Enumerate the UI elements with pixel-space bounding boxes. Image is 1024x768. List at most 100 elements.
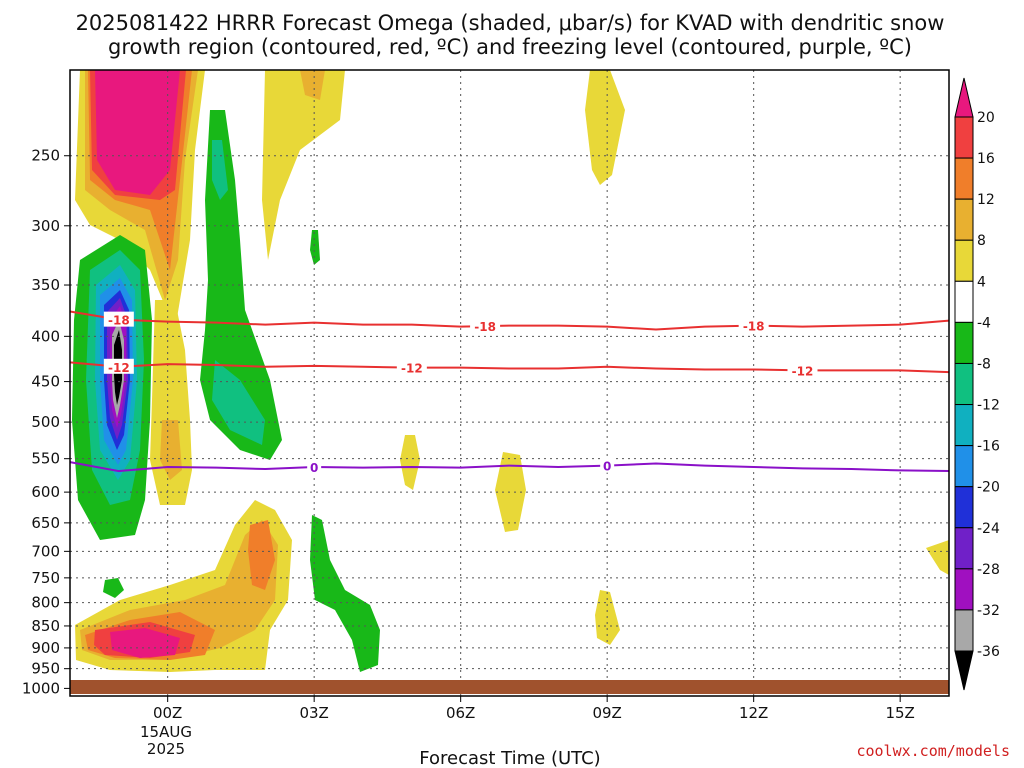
colorbar-label: -16 <box>977 439 1000 455</box>
ground-strip <box>70 680 949 694</box>
omega-shade-4g <box>495 452 526 532</box>
colorbar-bottom-arrow <box>954 650 974 691</box>
dgz-contour-label: -12 <box>108 361 130 375</box>
colorbar-label: -32 <box>977 603 1000 619</box>
dgz-contour-label-bg <box>787 362 818 378</box>
x-tick-label: 12Z <box>739 704 768 722</box>
colorbar-band <box>954 116 974 159</box>
contours: -18 -18 -18 -12 -12 -12 0 0 <box>69 310 950 475</box>
dgz-contour-label: -18 <box>743 320 765 334</box>
y-tick-label: 400 <box>31 327 60 345</box>
omega-shade-neg8b <box>310 230 320 265</box>
colorbar-band <box>954 239 974 282</box>
dgz-contour-label-bg <box>738 317 769 333</box>
colorbar-label: -12 <box>977 398 1000 414</box>
colorbar-label: -36 <box>977 644 1000 660</box>
colorbar-label: -8 <box>977 356 991 372</box>
x-tick-label: 15Z <box>885 704 914 722</box>
omega-shade-4f <box>400 435 420 490</box>
plot-frame <box>69 69 950 697</box>
x-tick-label: 09Z <box>592 704 621 722</box>
freezing-level-contour-label-bg <box>600 457 615 473</box>
dgz-contour-label-bg <box>103 358 134 374</box>
y-axis-ticks: 250 300 350 400 450 500 550 600 650 700 750 800 850 9… <box>22 147 70 697</box>
omega-shade-4b <box>262 70 345 260</box>
omega-shade-neg12 <box>212 140 228 200</box>
omega-shade-8b <box>300 70 325 100</box>
x-tick-label: 03Z <box>299 704 328 722</box>
colorbar-band <box>954 445 974 488</box>
colorbar-label: 20 <box>977 110 995 126</box>
x-axis-ticks: 00Z 03Z 06Z 09Z 12Z 15Z <box>153 696 915 722</box>
chart-title-line-1: 2025081422 HRRR Forecast Omega (shaded, … <box>76 11 945 35</box>
colorbar-label: -24 <box>977 521 1000 537</box>
y-tick-label: 300 <box>31 217 60 235</box>
freezing-level-contour-label: 0 <box>310 461 318 475</box>
colorbar-label: -20 <box>977 480 1000 496</box>
y-gridlines <box>70 155 949 670</box>
colorbar-label: 4 <box>977 274 986 290</box>
y-tick-label: 250 <box>31 147 60 165</box>
omega-shade-neg8d <box>103 578 124 598</box>
omega-shade-neg8c <box>310 515 380 672</box>
x-tick-label: 00Z <box>153 704 182 722</box>
dgz-contour-label: -12 <box>792 364 814 378</box>
colorbar: 20 16 12 8 4 -4 -8 -12 -16 -20 -24 -28 -32 -36 <box>954 77 1000 691</box>
omega-shade-8d <box>160 420 182 480</box>
omega-shade-20 <box>95 70 180 195</box>
colorbar-top-arrow <box>954 77 974 118</box>
y-tick-label: 500 <box>31 413 60 431</box>
colorbar-band <box>954 157 974 200</box>
x-gridlines <box>167 70 901 696</box>
omega-shading <box>72 70 949 672</box>
dgz-contour-label: -12 <box>401 362 423 376</box>
dgz-contour-label-bg <box>470 318 501 334</box>
omega-shade-20e <box>110 628 180 658</box>
y-tick-label: 350 <box>31 276 60 294</box>
colorbar-band <box>954 280 974 323</box>
dgz-contour-label-bg <box>103 311 134 327</box>
dgz-contour-label: -18 <box>108 314 130 328</box>
colorbar-label: 12 <box>977 192 995 208</box>
chart-title-line-2: growth region (contoured, red, ºC) and f… <box>108 35 912 59</box>
x-axis-title: Forecast Time (UTC) <box>419 748 600 768</box>
freezing-level-contour-line <box>69 461 950 473</box>
dgz-contour-label: -18 <box>474 320 496 334</box>
y-tick-label: 900 <box>31 639 60 657</box>
colorbar-label: -28 <box>977 562 1000 578</box>
y-tick-label: 450 <box>31 373 60 391</box>
x-tick-label: 06Z <box>446 704 475 722</box>
freezing-level-contour-label-bg <box>307 458 322 474</box>
colorbar-label: 16 <box>977 151 995 167</box>
y-tick-label: 600 <box>31 483 60 501</box>
x-date-year: 2025 <box>147 740 185 758</box>
colorbar-band <box>954 527 974 570</box>
omega-shade-12f <box>248 520 275 590</box>
x-date-day: 15AUG <box>140 723 192 741</box>
colorbar-band <box>954 486 974 529</box>
colorbar-band <box>954 321 974 364</box>
y-tick-label: 800 <box>31 594 60 612</box>
credit-text: coolwx.com/models <box>856 742 1010 760</box>
colorbar-label: 8 <box>977 233 986 249</box>
omega-shade-4c <box>585 70 625 185</box>
colorbar-label: -4 <box>977 315 991 331</box>
y-tick-label: 850 <box>31 617 60 635</box>
y-tick-label: 550 <box>31 450 60 468</box>
dgz-contour-label-bg <box>396 359 427 375</box>
y-tick-label: 1000 <box>22 679 60 697</box>
colorbar-band <box>954 404 974 447</box>
omega-shade-neg12b <box>212 360 265 445</box>
colorbar-band <box>954 609 974 652</box>
omega-shade-4i <box>926 540 949 575</box>
dgz-contour-line <box>69 310 950 331</box>
y-tick-label: 950 <box>31 660 60 678</box>
y-tick-label: 650 <box>31 514 60 532</box>
colorbar-band <box>954 198 974 241</box>
y-tick-label: 750 <box>31 569 60 587</box>
colorbar-band <box>954 362 974 406</box>
colorbar-band <box>954 568 974 611</box>
y-tick-label: 700 <box>31 542 60 560</box>
